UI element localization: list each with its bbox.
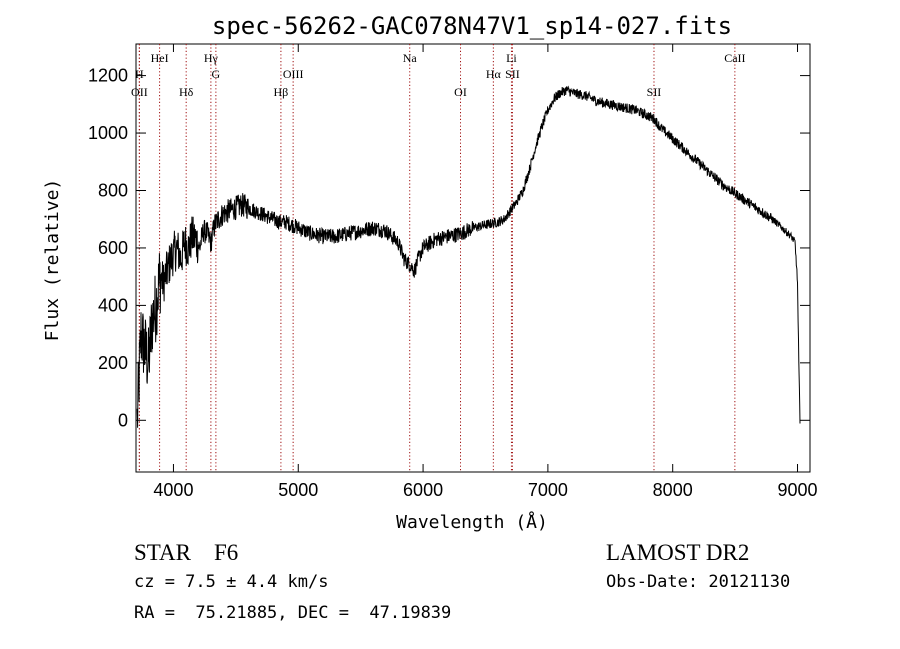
y-tick-label: 800 (98, 180, 128, 200)
marker-label: SII (505, 67, 520, 81)
x-axis-ticks: 4000 5000 6000 7000 8000 9000 (153, 44, 818, 500)
spectrum-series-line (136, 85, 801, 428)
obs-date: Obs-Date: 20121130 (606, 572, 791, 592)
chart-title: spec-56262-GAC078N47V1_sp14-027.fits (212, 12, 732, 40)
plot-frame (135, 43, 811, 473)
marker-label: HeI (151, 51, 169, 65)
y-tick-label: 600 (98, 238, 128, 258)
marker-label: SII (647, 85, 662, 99)
marker-label: OI (454, 85, 467, 99)
y-tick-label: 1200 (88, 66, 128, 86)
object-class: STAR F6 (134, 540, 239, 565)
x-tick-label: 4000 (153, 480, 193, 500)
y-tick-label: 1000 (88, 123, 128, 143)
ra-dec: RA = 75.21885, DEC = 47.19839 (134, 603, 452, 623)
marker-label: Li (506, 51, 517, 65)
x-tick-label: 5000 (278, 480, 318, 500)
redshift-cz: cz = 7.5 ± 4.4 km/s (134, 572, 329, 592)
x-tick-label: 9000 (777, 480, 817, 500)
marker-label: H (135, 67, 144, 81)
marker-label: Hγ (204, 51, 219, 65)
marker-label: Hα (486, 67, 502, 81)
y-tick-label: 0 (118, 410, 128, 430)
marker-label: G (212, 67, 221, 81)
marker-label: OIII (283, 67, 304, 81)
marker-label: CaII (724, 51, 745, 65)
x-axis-label: Wavelength (Å) (396, 511, 548, 533)
y-tick-label: 200 (98, 353, 128, 373)
marker-label: Na (403, 51, 418, 65)
x-tick-label: 6000 (403, 480, 443, 500)
marker-label: Hβ (274, 85, 289, 99)
y-axis-ticks: 0 200 400 600 800 1000 1200 (88, 66, 810, 430)
y-tick-label: 400 (98, 295, 128, 315)
x-tick-label: 8000 (653, 480, 693, 500)
survey-name: LAMOST DR2 (606, 540, 750, 565)
y-axis-label: Flux (relative) (42, 179, 63, 342)
x-tick-label: 7000 (528, 480, 568, 500)
marker-label: Hδ (179, 85, 194, 99)
